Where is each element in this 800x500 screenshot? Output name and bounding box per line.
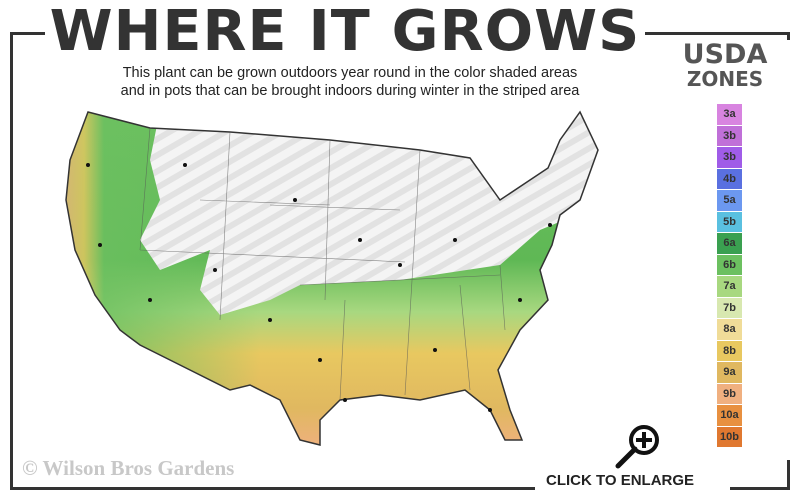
legend-zone-8a: 8a	[717, 319, 742, 341]
copyright: © Wilson Bros Gardens	[22, 456, 235, 480]
magnifier-plus-icon[interactable]	[608, 422, 668, 470]
subtitle: This plant can be grown outdoors year ro…	[40, 64, 660, 100]
legend-zone-9a: 9a	[717, 362, 742, 384]
legend-zone-8b: 8b	[717, 340, 742, 362]
click-to-enlarge-button[interactable]: CLICK TO ENLARGE	[546, 472, 695, 489]
enlarge-mask	[535, 478, 730, 500]
legend-zone-3b: 3b	[717, 125, 742, 147]
legend-zone-7b: 7b	[717, 297, 742, 319]
title-mask	[45, 0, 645, 60]
legend-title: USDA ZONES	[670, 39, 780, 92]
legend-zone-9b: 9b	[717, 383, 742, 405]
legend-zone-6a: 6a	[717, 233, 742, 255]
page-title: WHERE IT GROWS	[49, 0, 641, 64]
legend-zone-3b: 3b	[717, 147, 742, 169]
zone-legend: 3a 3b 3b 4b 5a 5b 6a 6b 7a 7b 8a 8b 9a 9b 10a 10b	[717, 104, 742, 448]
legend-zone-3a: 3a	[717, 104, 742, 126]
legend-title-line-2: ZONES	[686, 67, 764, 91]
legend-zone-5b: 5b	[717, 211, 742, 233]
legend-zone-10b: 10b	[717, 426, 742, 448]
subtitle-line-2: and in pots that can be brought indoors …	[120, 83, 580, 99]
legend-zone-7a: 7a	[717, 276, 742, 298]
legend-zone-10a: 10a	[717, 405, 742, 427]
legend-zone-4b: 4b	[717, 168, 742, 190]
legend-zone-5a: 5a	[717, 190, 742, 212]
legend-title-line-1: USDA	[682, 39, 768, 70]
subtitle-line-1: This plant can be grown outdoors year ro…	[122, 65, 578, 81]
city-dots	[86, 163, 552, 412]
legend-zone-6b: 6b	[717, 254, 742, 276]
state-borders	[139, 127, 506, 401]
